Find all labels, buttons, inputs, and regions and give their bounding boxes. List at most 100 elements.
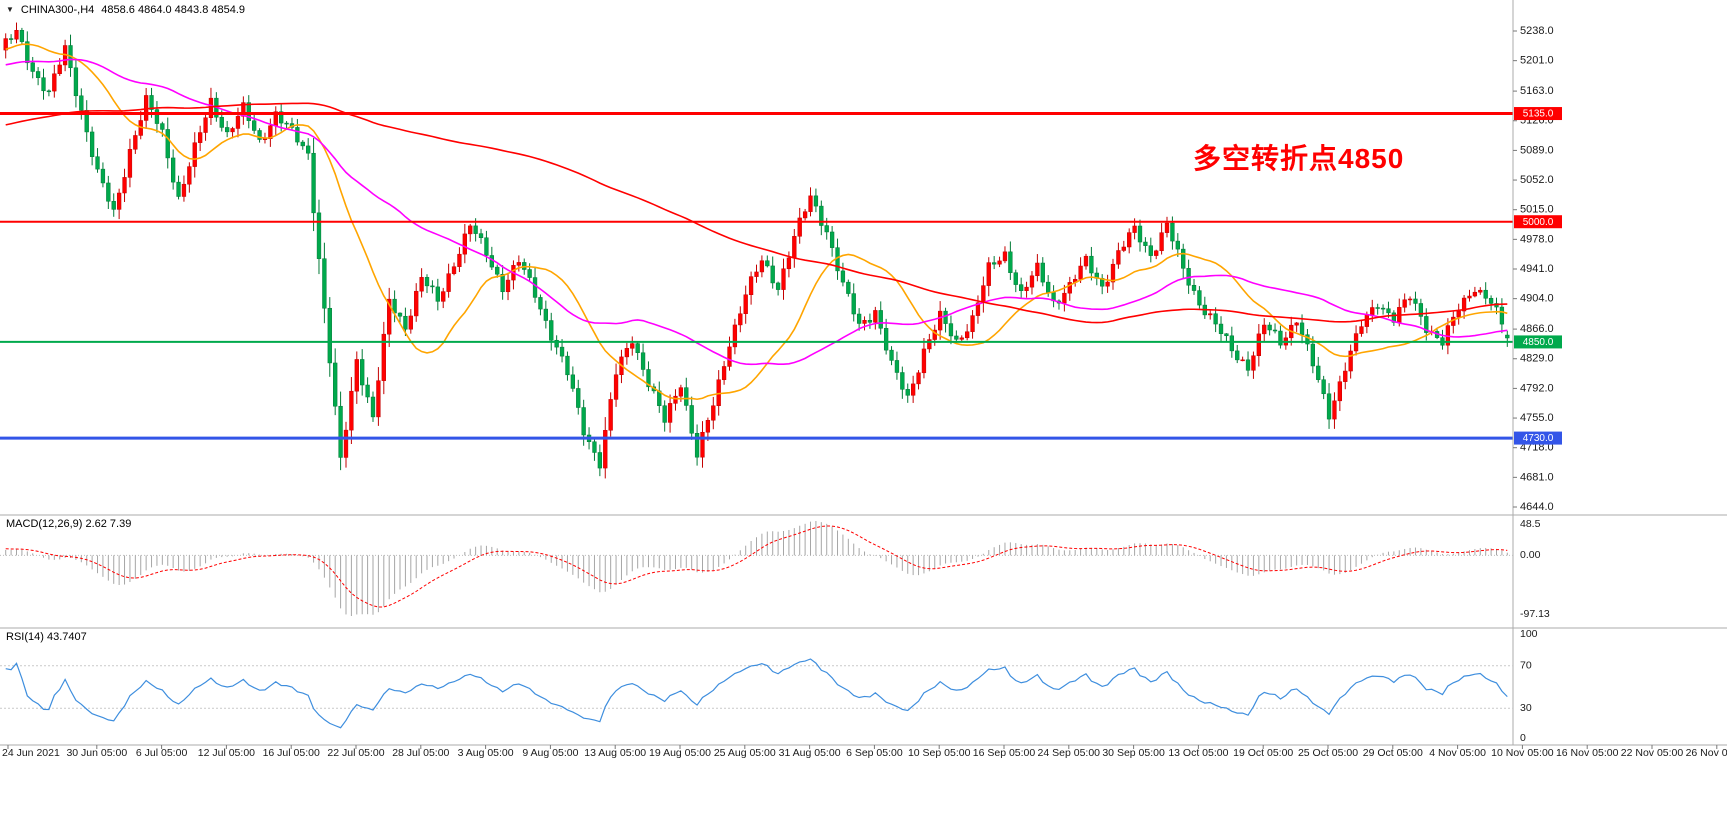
candle-body — [759, 260, 765, 273]
candle-body — [894, 360, 900, 373]
candle-body — [1229, 335, 1234, 352]
candle-body — [916, 372, 921, 385]
candle-body — [338, 405, 343, 458]
time-axis-label: 26 Nov 05:00 — [1686, 747, 1727, 759]
ma-20-line[interactable] — [5, 43, 1508, 401]
candle-body — [754, 271, 759, 277]
rsi-line — [5, 658, 1508, 729]
candle-body — [1461, 297, 1467, 312]
candle-body — [819, 205, 824, 226]
candle-body — [781, 268, 786, 290]
time-axis-label: 31 Aug 05:00 — [779, 747, 841, 759]
time-axis-label: 28 Jul 05:00 — [392, 747, 449, 759]
candle-body — [170, 157, 176, 183]
candle-body — [1326, 393, 1332, 420]
price-tag-label: 4730.0 — [1523, 433, 1554, 444]
candle-body — [35, 71, 41, 78]
price-axis-label: 5052.0 — [1520, 174, 1554, 186]
candle-body — [721, 366, 727, 380]
ma-48-line[interactable] — [5, 58, 1508, 366]
time-axis-label: 30 Jun 05:00 — [66, 747, 127, 759]
candle-body — [1089, 255, 1094, 274]
candle-body — [1078, 265, 1083, 280]
candle-body — [1316, 365, 1321, 380]
candle-body — [851, 293, 856, 315]
candle-body — [813, 195, 819, 207]
price-axis-label: 5201.0 — [1520, 55, 1554, 67]
price-axis-label: 5015.0 — [1520, 204, 1554, 216]
price-axis-label: 5163.0 — [1520, 85, 1554, 97]
candle-body — [1002, 251, 1008, 262]
time-axis-label: 10 Nov 05:00 — [1491, 747, 1554, 759]
candle-body — [1305, 334, 1310, 345]
candle-body — [608, 399, 613, 431]
candle-body — [1332, 400, 1337, 420]
price-axis-label: 4941.0 — [1520, 263, 1554, 275]
candle-body — [592, 441, 597, 453]
candle-body — [1402, 299, 1407, 308]
candle-body — [208, 97, 214, 118]
candle-body — [192, 142, 197, 167]
price-axis-label: 4755.0 — [1520, 412, 1554, 424]
candle-body — [1127, 232, 1132, 248]
candle-body — [1110, 263, 1116, 283]
candle-body — [311, 152, 316, 214]
price-tag-4850 — [1514, 335, 1562, 349]
candle-body — [52, 73, 57, 92]
chart-annotation-text: 多空转折点4850 — [1193, 143, 1405, 174]
candle-body — [1213, 313, 1218, 325]
candle-body — [322, 258, 327, 309]
candle-body — [1488, 298, 1494, 304]
candle-body — [1137, 225, 1143, 243]
candle-body — [387, 298, 392, 335]
candle-body — [765, 260, 770, 267]
candle-body — [678, 387, 684, 397]
candle-body — [727, 346, 732, 367]
candle-body — [1105, 281, 1110, 287]
macd-axis-label: 0.00 — [1520, 549, 1541, 561]
candle-body — [495, 266, 500, 275]
candle-body — [478, 233, 484, 238]
candle-body — [354, 359, 359, 392]
candle-body — [738, 313, 743, 326]
candle-body — [1375, 307, 1380, 309]
price-tag-label: 5135.0 — [1523, 109, 1554, 120]
ma-144-line[interactable] — [5, 102, 1508, 324]
candle-body — [25, 41, 30, 64]
candle-body — [1386, 308, 1391, 314]
candle-body — [419, 277, 424, 292]
time-axis-label: 6 Jul 05:00 — [136, 747, 188, 759]
candle-body — [116, 192, 122, 210]
candle-body — [306, 145, 311, 154]
time-axis-label: 30 Sep 05:00 — [1102, 747, 1165, 759]
candle-body — [127, 149, 133, 178]
candle-body — [1418, 303, 1424, 317]
candle-body — [1208, 313, 1213, 316]
candle-body — [1278, 330, 1283, 346]
candle-body — [846, 281, 851, 294]
candle-body — [770, 265, 775, 284]
candle-body — [295, 127, 300, 143]
candle-body — [981, 285, 986, 304]
candle-body — [149, 95, 154, 110]
candle-body — [451, 266, 457, 274]
time-axis-label: 19 Oct 05:00 — [1233, 747, 1293, 759]
candle-body — [1272, 329, 1278, 332]
candle-body — [95, 156, 100, 170]
candle-body — [100, 168, 106, 184]
candle-body — [986, 262, 991, 286]
candle-body — [954, 335, 959, 340]
candle-body — [1413, 298, 1418, 304]
rsi-axis-label: 0 — [1520, 732, 1526, 744]
candle-body — [19, 30, 25, 42]
candle-body — [527, 269, 532, 278]
candle-body — [559, 346, 565, 357]
candle-body — [1262, 324, 1267, 335]
candle-body — [106, 182, 111, 202]
time-axis-label: 19 Aug 05:00 — [649, 747, 711, 759]
candle-body — [732, 324, 738, 348]
macd-signal-line — [5, 525, 1508, 608]
candle-body — [154, 109, 160, 124]
candle-body — [532, 277, 538, 298]
